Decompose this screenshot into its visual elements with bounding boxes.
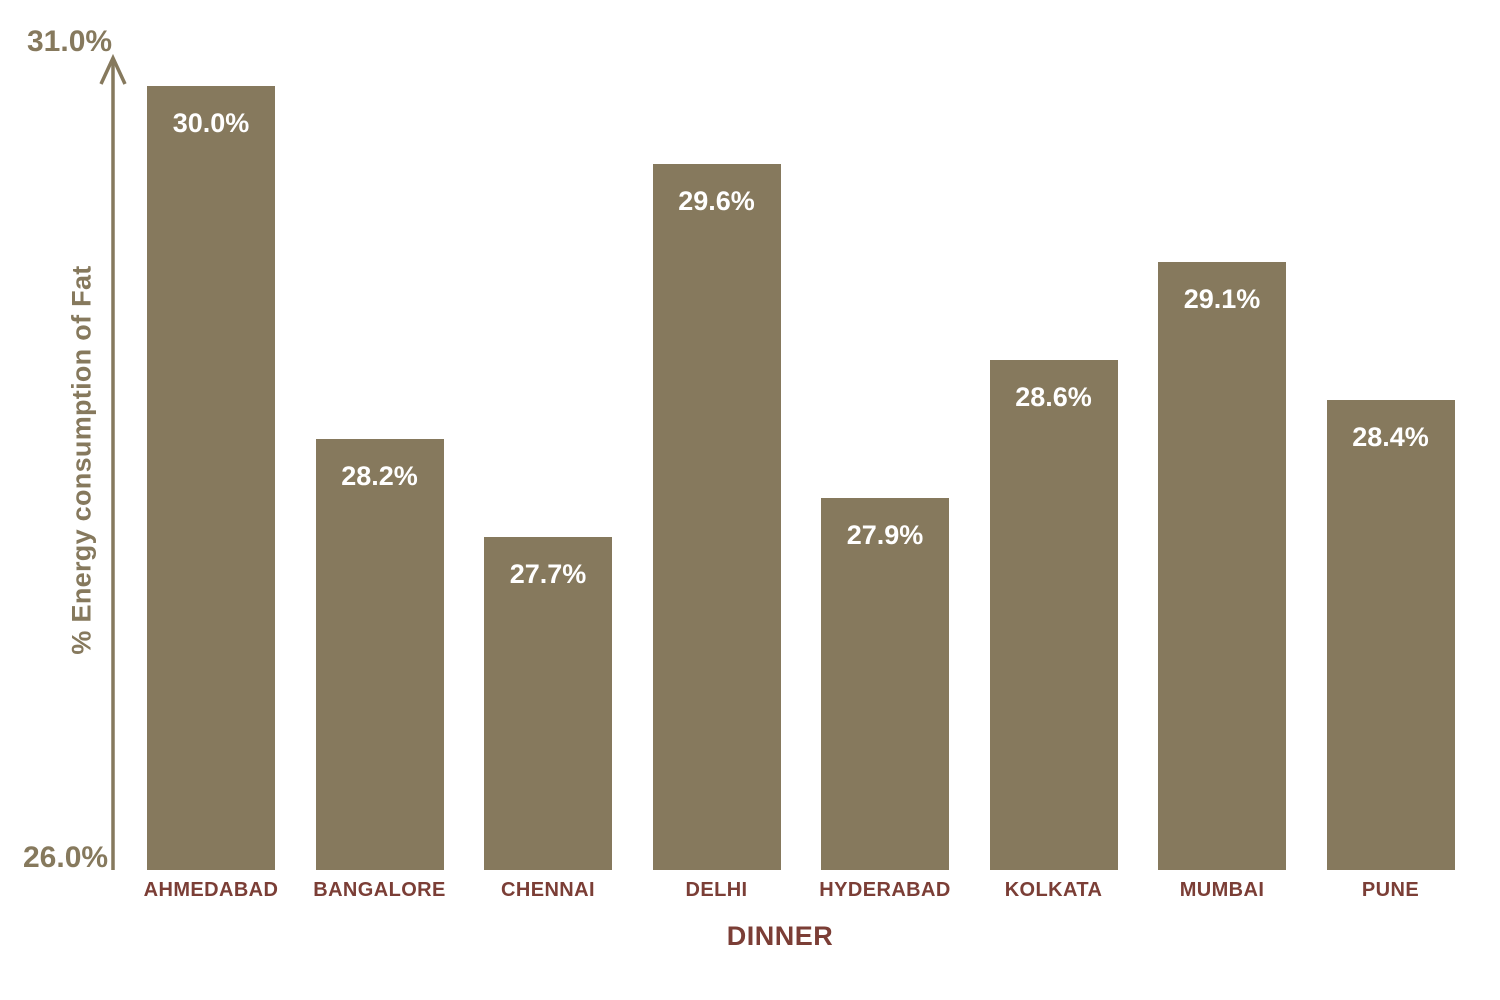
bar-value-label: 30.0% bbox=[172, 108, 250, 138]
x-category-label: MUMBAI bbox=[1179, 879, 1265, 901]
bar: 28.6% bbox=[989, 360, 1118, 870]
bar: 30.0% bbox=[147, 86, 275, 870]
bar-value-label: 29.1% bbox=[1183, 284, 1261, 314]
bar-value-label: 28.2% bbox=[341, 461, 418, 491]
bar-value-label: 28.6% bbox=[1015, 382, 1092, 412]
x-category-label: HYDERABAD bbox=[819, 879, 951, 901]
x-category-label: CHENNAI bbox=[501, 879, 595, 901]
x-category-label: AHMEDABAD bbox=[143, 879, 279, 901]
bar: 27.7% bbox=[484, 537, 612, 870]
bar-value-label: 29.6% bbox=[678, 186, 755, 216]
x-category-label: BANGALORE bbox=[313, 879, 446, 901]
bar-value-label: 27.9% bbox=[846, 520, 924, 550]
bar-value-label: 27.7% bbox=[509, 559, 587, 589]
bar: 28.2% bbox=[315, 439, 444, 870]
x-category-label: KOLKATA bbox=[1004, 879, 1103, 901]
bar: 28.4% bbox=[1326, 400, 1455, 870]
bar-value-label: 28.4% bbox=[1352, 422, 1429, 452]
x-category-label: DELHI bbox=[685, 879, 748, 901]
x-category-label: PUNE bbox=[1361, 879, 1420, 901]
bar: 29.1% bbox=[1158, 262, 1286, 870]
x-axis-title: DINNER bbox=[726, 921, 834, 951]
bar: 27.9% bbox=[821, 498, 949, 870]
y-axis-max-label: 31.0% bbox=[27, 25, 113, 58]
y-axis-min-label: 26.0% bbox=[23, 841, 109, 874]
bar: 29.6% bbox=[652, 164, 781, 870]
